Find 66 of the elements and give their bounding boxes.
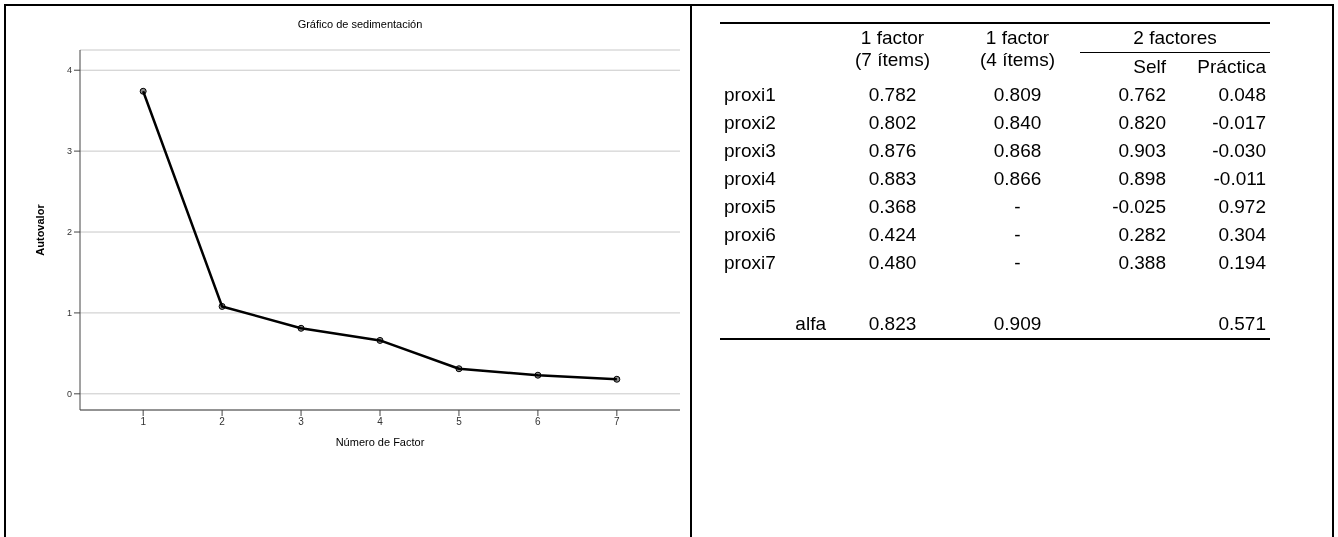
point: [455, 365, 463, 373]
point: [376, 336, 384, 344]
x-tick-label: 7: [614, 416, 621, 428]
data-label: 0.571: [1217, 312, 1267, 336]
text: Práctica: [1196, 55, 1267, 79]
data-label: -: [1013, 251, 1022, 275]
data-label: 0.304: [1217, 223, 1267, 247]
text: 2 factores: [1080, 23, 1270, 53]
data-label: -0.025: [1111, 195, 1167, 219]
x-tick-label: 6: [535, 416, 542, 428]
text: 1 factor (4 ítems): [979, 27, 1056, 71]
data-label: 0.424: [867, 223, 918, 247]
category-label: proxi6: [723, 223, 777, 247]
data-label: -: [1013, 195, 1022, 219]
data-label: 0.368: [867, 195, 918, 219]
data-label: 0.866: [992, 167, 1043, 191]
x-tick-label: 3: [298, 416, 305, 428]
y-tick-label: 4: [66, 65, 72, 76]
data-label: 0.194: [1217, 251, 1267, 275]
y-tick-label: 0: [66, 389, 72, 400]
category-label: proxi3: [723, 139, 777, 163]
x-tick-label: 5: [456, 416, 463, 428]
data-label: 0.048: [1217, 83, 1267, 107]
data-label: 0.883: [867, 167, 918, 191]
y-tick-label: 3: [66, 146, 72, 157]
x-axis-title: Número de Factor: [335, 436, 425, 448]
y-tick-label: 2: [66, 227, 72, 238]
y-tick-label: 1: [66, 308, 72, 319]
point: [534, 371, 542, 379]
data-label: 0.972: [1217, 195, 1267, 219]
data-label: 0.809: [992, 83, 1043, 107]
x-tick-label: 1: [140, 416, 147, 428]
data-label: 0.876: [867, 139, 918, 163]
point: [613, 375, 621, 383]
y-axis-title: Autovalor: [33, 203, 46, 256]
data-label: 0.802: [867, 111, 918, 135]
x-tick-label: 2: [219, 416, 226, 428]
data-label: -: [1013, 223, 1022, 247]
category-label: proxi1: [723, 83, 777, 107]
data-label: 0.480: [867, 251, 918, 275]
data-label: 0.388: [1117, 251, 1167, 275]
data-label: 0.898: [1117, 167, 1167, 191]
data-label: -0.017: [1211, 111, 1267, 135]
text: 1 factor (7 ítems): [854, 27, 931, 71]
data-label: 0.840: [992, 111, 1043, 135]
category-label: proxi7: [723, 251, 777, 275]
point: [297, 324, 305, 332]
data-label: 0.868: [992, 139, 1043, 163]
category-label: proxi2: [723, 111, 777, 135]
data-label: 0.909: [992, 312, 1043, 336]
data-label: 0.762: [1117, 83, 1167, 107]
data-label: 0.903: [1117, 139, 1167, 163]
category-label: alfa: [794, 312, 827, 336]
data-label: 0.820: [1117, 111, 1167, 135]
data-label: 0.282: [1117, 223, 1167, 247]
category-label: proxi4: [723, 167, 777, 191]
chart-title: Gráfico de sedimentación: [296, 18, 424, 30]
data-label: -0.011: [1212, 167, 1267, 191]
data-label: 0.823: [867, 312, 918, 336]
text: Self: [1132, 55, 1167, 79]
point: [139, 87, 147, 95]
data-label: -0.030: [1211, 139, 1267, 163]
point: [218, 302, 226, 310]
data-label: 0.782: [867, 83, 918, 107]
category-label: proxi5: [723, 195, 777, 219]
x-tick-label: 4: [377, 416, 384, 428]
